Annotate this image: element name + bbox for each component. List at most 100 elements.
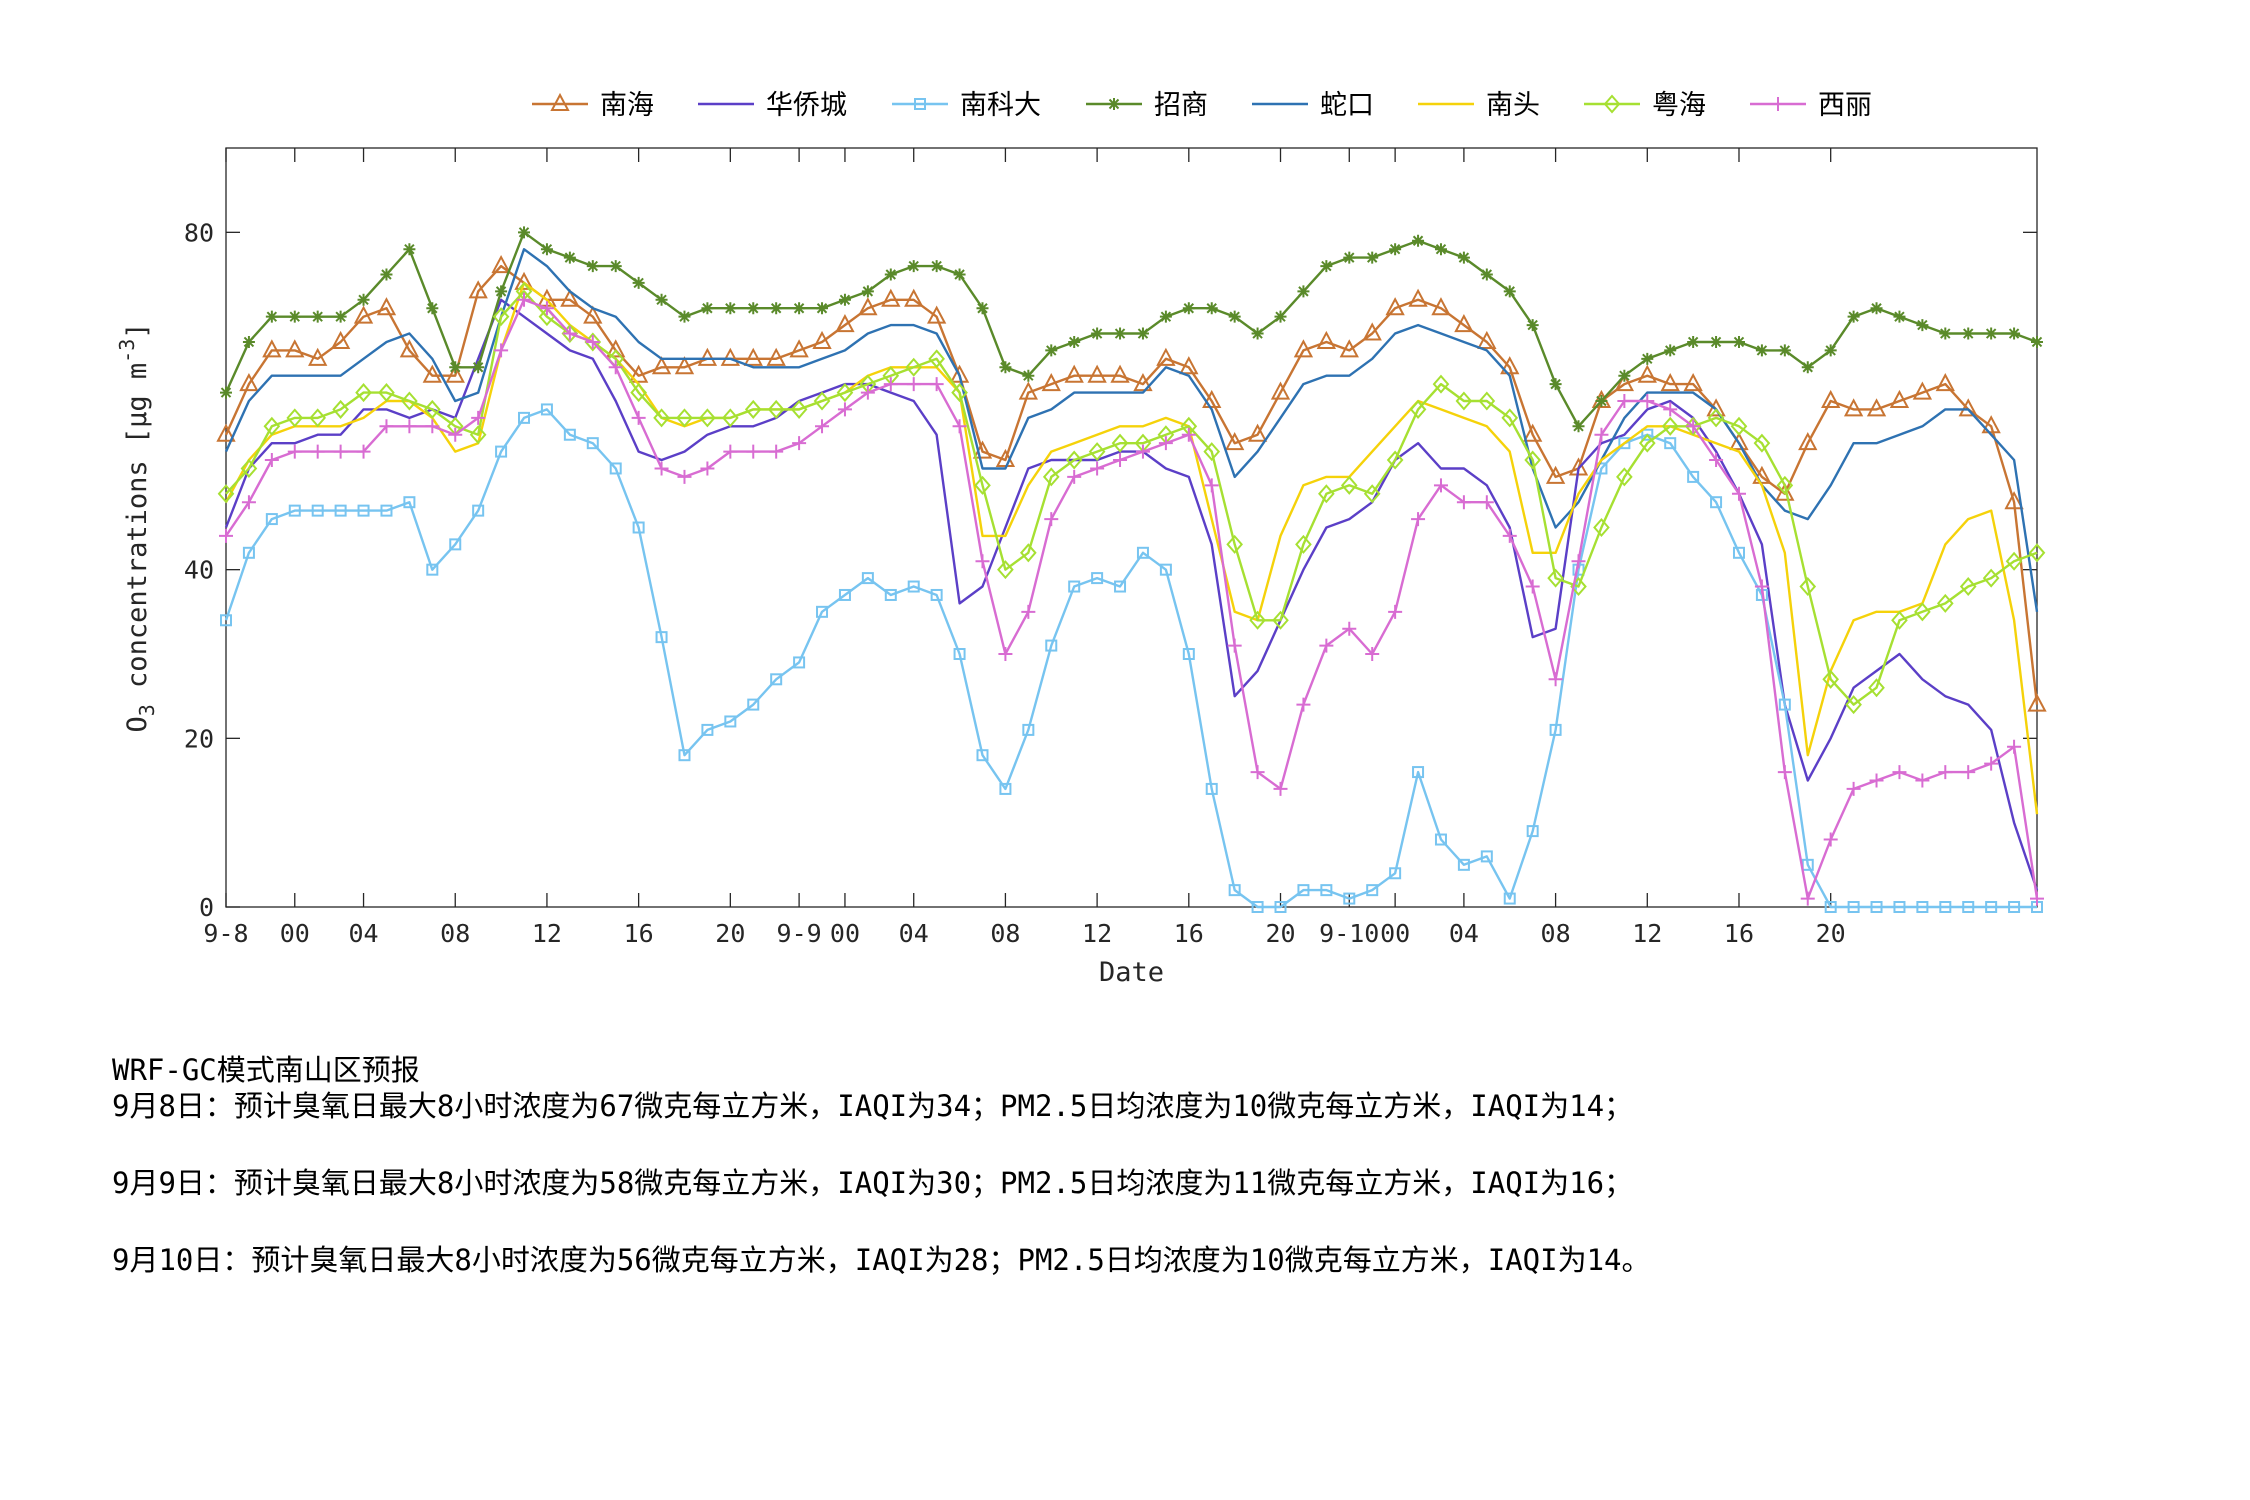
data-point-marker: [380, 504, 393, 517]
data-point-marker: [631, 410, 646, 425]
data-point-marker: [861, 285, 874, 298]
data-point-marker: [746, 444, 761, 459]
data-point-marker: [1503, 285, 1516, 298]
data-point-marker: [1731, 486, 1746, 501]
data-point-marker: [220, 386, 232, 399]
data-point-marker: [1959, 577, 1977, 597]
legend-label: 南科大: [960, 90, 1041, 121]
data-point-marker: [586, 260, 599, 273]
data-point-marker: [1709, 453, 1724, 468]
data-point-marker: [1938, 765, 1953, 780]
data-point-marker: [998, 647, 1013, 661]
data-point-marker: [1159, 310, 1172, 323]
data-point-marker: [676, 408, 693, 428]
data-point-marker: [585, 334, 600, 349]
data-point-marker: [1916, 901, 1929, 913]
y-tick-label: 80: [184, 218, 214, 247]
data-point-marker: [1319, 638, 1334, 653]
data-point-marker: [399, 339, 420, 358]
series-line: [225, 298, 2039, 900]
x-tick-label: 20: [1265, 919, 1295, 948]
data-point-marker: [767, 399, 785, 419]
data-point-marker: [747, 698, 760, 711]
data-point-marker: [1297, 884, 1310, 897]
data-point-marker: [1798, 432, 1818, 451]
data-point-marker: [242, 335, 255, 348]
legend-swatch-marker: [1603, 94, 1621, 114]
data-point-marker: [1045, 639, 1058, 652]
data-point-marker: [1593, 517, 1610, 538]
data-point-marker: [423, 399, 441, 419]
data-point-marker: [2005, 551, 2023, 571]
data-point-marker: [858, 297, 878, 316]
data-point-marker: [1707, 408, 1725, 428]
data-point-marker: [678, 749, 691, 762]
data-point-marker: [334, 504, 347, 517]
data-point-marker: [1365, 647, 1380, 661]
data-point-marker: [288, 310, 301, 323]
data-point-marker: [1753, 433, 1771, 453]
data-point-marker: [240, 458, 258, 478]
data-point-marker: [265, 513, 278, 526]
data-point-marker: [884, 268, 897, 281]
data-point-marker: [1064, 364, 1084, 383]
x-tick-label: 04: [348, 919, 378, 948]
data-point-marker: [1732, 335, 1745, 348]
data-point-marker: [747, 302, 760, 315]
data-point-marker: [1249, 610, 1266, 630]
data-point-marker: [1549, 723, 1562, 736]
data-point-marker: [426, 563, 439, 576]
series-7: [219, 292, 2044, 906]
data-point-marker: [1660, 373, 1680, 392]
data-point-marker: [445, 364, 465, 383]
data-point-marker: [816, 302, 829, 315]
data-point-marker: [1501, 408, 1519, 428]
data-point-marker: [1500, 356, 1520, 375]
data-point-marker: [1778, 344, 1791, 357]
legend-label: 粤海: [1652, 90, 1706, 121]
legend-label: 招商: [1154, 90, 1208, 121]
data-point-marker: [242, 546, 255, 559]
data-point-marker: [357, 293, 370, 306]
data-point-marker: [472, 361, 485, 374]
data-point-marker: [1729, 432, 1749, 451]
data-point-marker: [1181, 427, 1196, 442]
series-line: [224, 408, 2037, 909]
data-point-marker: [491, 254, 511, 274]
y-tick-label: 40: [184, 556, 214, 585]
y-tick-label: 0: [199, 893, 214, 922]
data-point-marker: [609, 462, 622, 475]
data-point-marker: [220, 614, 232, 627]
data-point-marker: [1182, 302, 1195, 315]
data-point-marker: [1389, 243, 1402, 256]
data-point-marker: [311, 310, 324, 323]
data-point-marker: [1091, 327, 1104, 340]
data-point-marker: [1843, 398, 1864, 417]
data-point-marker: [975, 554, 990, 569]
data-point-marker: [1480, 850, 1493, 863]
legend-item: 南海: [532, 90, 654, 121]
data-point-marker: [929, 377, 944, 392]
data-point-marker: [1409, 399, 1427, 419]
data-point-marker: [472, 504, 485, 517]
data-point-marker: [586, 437, 599, 450]
data-point-marker: [285, 339, 305, 358]
legend-item: 招商: [1086, 90, 1208, 121]
data-point-marker: [1777, 765, 1792, 780]
data-point-marker: [239, 373, 259, 392]
data-point-marker: [426, 302, 439, 315]
data-point-marker: [1847, 310, 1860, 323]
data-point-marker: [883, 377, 898, 392]
data-point-marker: [953, 648, 966, 660]
legend-item: 南头: [1418, 90, 1540, 121]
data-point-marker: [1616, 467, 1633, 487]
data-point-marker: [1041, 373, 1061, 392]
data-point-marker: [860, 385, 875, 400]
data-point-marker: [1618, 369, 1631, 382]
data-point-marker: [378, 383, 395, 403]
data-point-marker: [1412, 234, 1425, 247]
data-point-marker: [907, 580, 920, 593]
data-point-marker: [999, 361, 1012, 374]
x-tick-label: 04: [899, 919, 929, 948]
data-point-marker: [1754, 579, 1769, 594]
